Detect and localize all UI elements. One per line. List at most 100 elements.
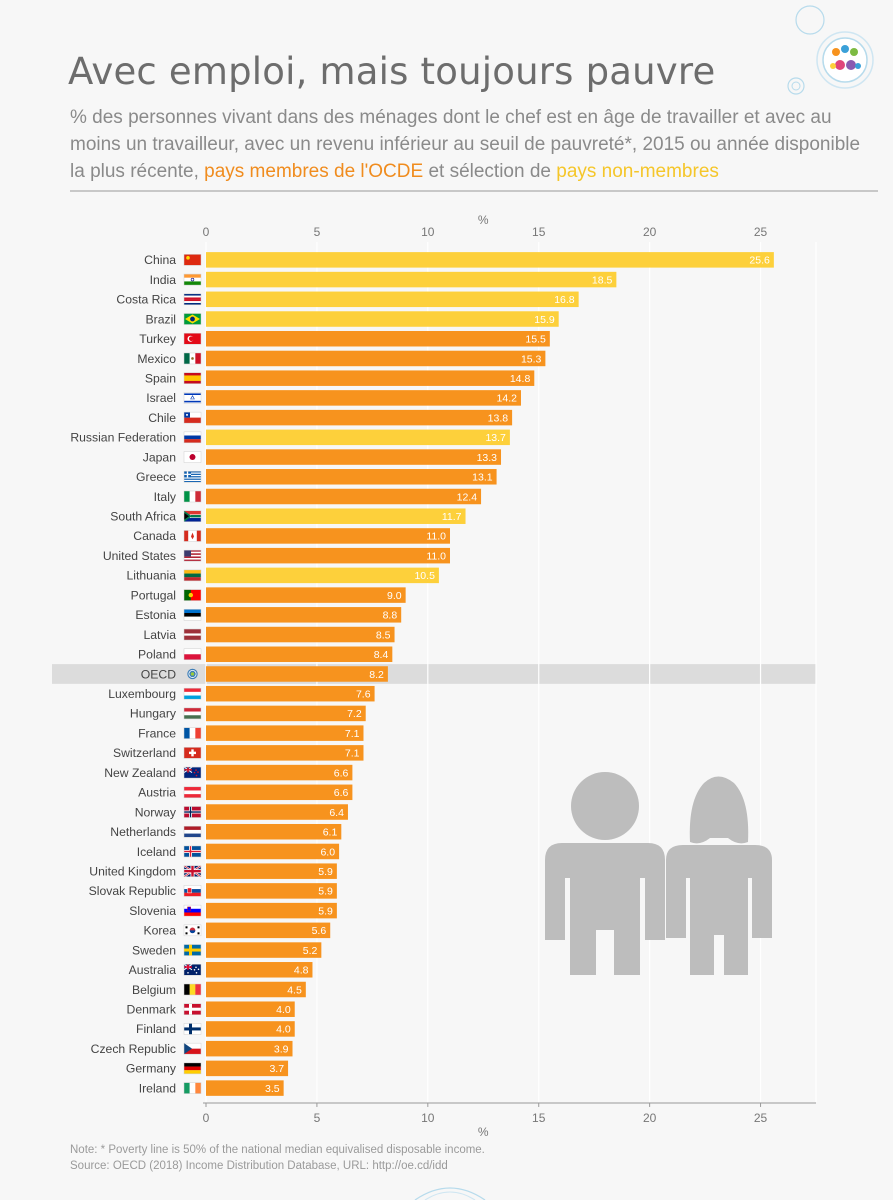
- bar-south-africa: [206, 508, 466, 524]
- category-label: Costa Rica: [116, 293, 176, 307]
- value-label: 13.1: [472, 472, 493, 484]
- bar-oecd: [206, 666, 388, 682]
- category-label: Norway: [135, 805, 177, 819]
- value-label: 11.0: [426, 531, 446, 543]
- bar-costa-rica: [206, 291, 579, 308]
- value-label: 6.4: [329, 807, 344, 819]
- value-label: 18.5: [592, 274, 613, 286]
- flag-border: [183, 1062, 202, 1075]
- flag-border: [183, 845, 202, 858]
- bar-chile: [206, 409, 513, 426]
- value-label: 6.0: [320, 846, 335, 858]
- value-label: 15.5: [525, 334, 546, 346]
- category-label: Denmark: [127, 1003, 177, 1017]
- category-label: Sweden: [132, 943, 176, 957]
- value-label: 5.9: [318, 866, 333, 878]
- flag-border: [183, 924, 202, 937]
- flag-hu-icon: [184, 707, 201, 719]
- flag-jp-icon: [184, 451, 201, 463]
- x-tick-label-top: 0: [203, 225, 210, 239]
- flag-nz-icon: [184, 767, 201, 779]
- flag-kr-icon: [184, 924, 201, 936]
- flag-border: [183, 904, 202, 917]
- category-label: OECD: [141, 667, 176, 681]
- bar-czech-republic: [206, 1040, 293, 1057]
- flag-border: [183, 609, 202, 621]
- category-label: Czech Republic: [91, 1042, 176, 1056]
- bar-latvia: [206, 626, 395, 643]
- value-label: 7.2: [347, 708, 362, 720]
- flag-tr-icon: [184, 333, 201, 345]
- category-label: Spain: [145, 371, 176, 385]
- flag-ca-icon: [184, 530, 201, 542]
- category-label: Japan: [143, 450, 176, 464]
- flag-border: [183, 490, 202, 503]
- category-label: Korea: [143, 924, 176, 938]
- bar-netherlands: [206, 823, 342, 840]
- x-tick-label-bottom: 25: [754, 1111, 768, 1125]
- flag-lu-icon: [184, 688, 201, 700]
- flag-border: [183, 628, 202, 641]
- bar-italy: [206, 488, 482, 505]
- flag-border: [183, 510, 202, 522]
- flag-border: [183, 293, 202, 306]
- chart-subtitle: % des personnes vivant dans des ménages …: [70, 104, 870, 185]
- value-label: 10.5: [414, 570, 435, 582]
- value-label: 8.8: [383, 610, 398, 622]
- bar-ireland: [206, 1080, 284, 1096]
- flag-border: [183, 313, 202, 325]
- flag-cz-icon: [184, 1043, 201, 1055]
- value-label: 11.7: [442, 511, 462, 523]
- value-label: 7.6: [356, 689, 371, 701]
- category-label: France: [138, 726, 176, 740]
- flag-ch-icon: [184, 747, 201, 759]
- flag-es-icon: [184, 372, 201, 384]
- category-label: Germany: [126, 1062, 177, 1076]
- flag-border: [183, 964, 202, 976]
- bar-spain: [206, 370, 535, 386]
- flag-border: [183, 983, 202, 996]
- category-label: China: [144, 253, 176, 267]
- flag-ie-icon: [184, 1082, 201, 1094]
- subtitle-oecd-highlight: pays membres de l'OCDE: [204, 161, 424, 182]
- x-axis-label-bottom: %: [478, 1125, 489, 1139]
- flag-au-icon: [184, 964, 201, 976]
- value-label: 25.6: [749, 255, 770, 267]
- subtitle-text-2: et sélection de: [423, 161, 557, 182]
- category-label: South Africa: [110, 510, 176, 524]
- flag-us-icon: [184, 550, 201, 562]
- x-tick-label-bottom: 0: [203, 1111, 210, 1125]
- flag-gb-icon: [184, 865, 201, 877]
- value-label: 7.1: [345, 748, 360, 760]
- bar-india: [206, 271, 617, 288]
- bar-australia: [206, 962, 313, 978]
- category-label: Poland: [138, 648, 176, 662]
- category-label: United States: [103, 549, 176, 563]
- x-tick-label-top: 15: [532, 225, 546, 239]
- value-label: 14.8: [510, 373, 531, 385]
- value-label: 3.9: [274, 1043, 289, 1055]
- category-label: Canada: [133, 529, 176, 543]
- value-label: 5.6: [312, 925, 327, 937]
- bar-brazil: [206, 311, 559, 327]
- x-axis-label-top: %: [478, 213, 489, 227]
- bar-russian-federation: [206, 429, 510, 446]
- bar-austria: [206, 784, 353, 801]
- flag-border: [183, 451, 202, 463]
- subtitle-text: % des personnes vivant dans des ménages …: [70, 107, 861, 182]
- bar-slovenia: [206, 902, 337, 919]
- flag-border: [183, 589, 202, 601]
- flag-border: [183, 707, 202, 720]
- flag-border: [183, 885, 202, 897]
- chart-notes: Note: * Poverty line is 50% of the natio…: [70, 1142, 485, 1174]
- bar-greece: [206, 469, 497, 485]
- value-label: 13.8: [488, 412, 509, 424]
- category-label: Brazil: [146, 312, 176, 326]
- value-label: 3.5: [265, 1083, 280, 1095]
- bar-sweden: [206, 942, 322, 958]
- flag-border: [183, 352, 202, 365]
- category-labels: China India Costa Rica Brazil Turkey Mexico Sp…: [70, 253, 177, 1095]
- flag-cr-icon: [184, 293, 201, 305]
- bar-norway: [206, 804, 348, 820]
- flag-border: [183, 727, 202, 739]
